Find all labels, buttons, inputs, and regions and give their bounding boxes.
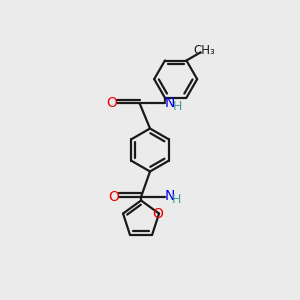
Text: O: O <box>152 207 163 221</box>
Text: CH₃: CH₃ <box>194 44 215 57</box>
Text: N: N <box>165 95 175 110</box>
Text: O: O <box>108 190 119 204</box>
Text: N: N <box>165 189 175 203</box>
Text: O: O <box>106 96 117 110</box>
Text: H: H <box>173 100 182 113</box>
Text: H: H <box>172 194 182 206</box>
